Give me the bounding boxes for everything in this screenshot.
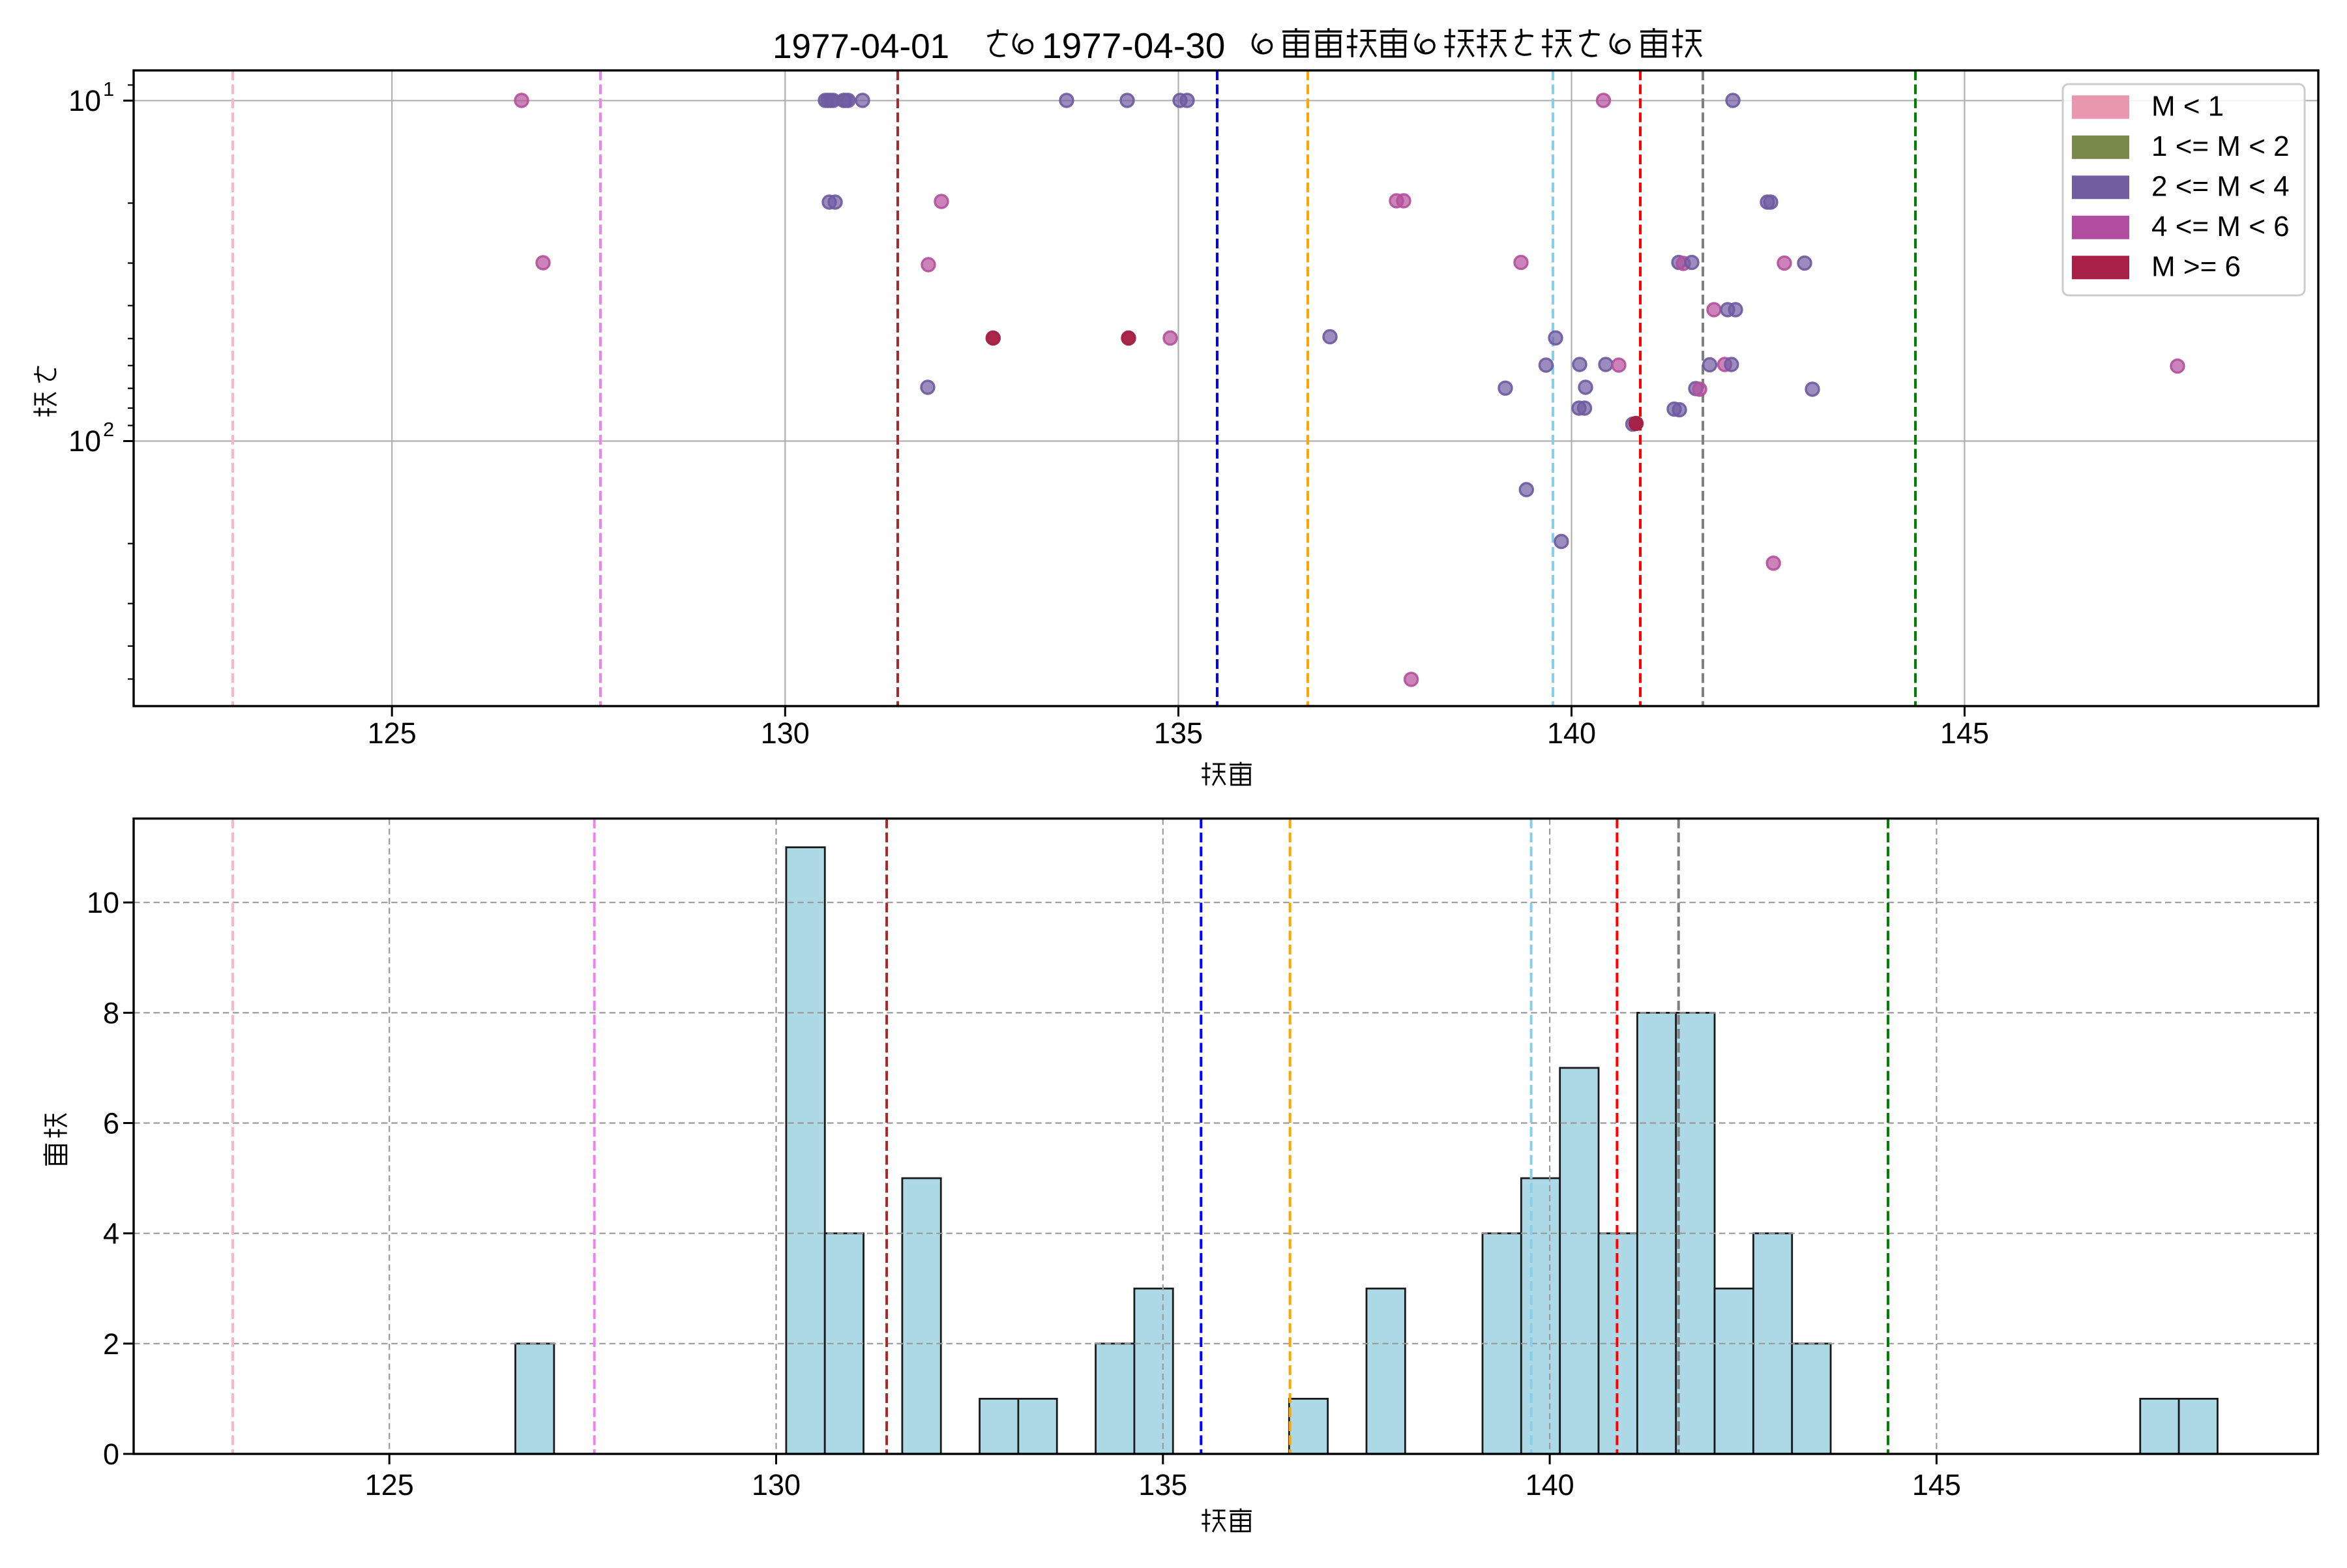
svg-text:2 <= M < 4: 2 <= M < 4: [2151, 170, 2290, 202]
svg-text:4 <= M < 6: 4 <= M < 6: [2151, 211, 2290, 243]
svg-text:140: 140: [1526, 1468, 1574, 1501]
svg-text:M >= 6: M >= 6: [2151, 250, 2241, 282]
svg-text:1977-04-01: 1977-04-01: [773, 27, 949, 66]
svg-text:145: 145: [1912, 1468, 1961, 1501]
svg-text:8: 8: [103, 996, 119, 1029]
svg-text:1977-04-30: 1977-04-30: [1042, 25, 1225, 66]
svg-text:125: 125: [365, 1468, 414, 1501]
svg-text:140: 140: [1547, 717, 1596, 750]
svg-text:10: 10: [87, 886, 119, 919]
svg-text:6: 6: [103, 1107, 119, 1140]
svg-text:125: 125: [368, 717, 417, 750]
svg-text:130: 130: [761, 717, 810, 750]
svg-text:1 <= M < 2: 1 <= M < 2: [2151, 130, 2290, 162]
svg-text:145: 145: [1940, 717, 1989, 750]
svg-text:2: 2: [103, 418, 114, 441]
svg-text:1: 1: [103, 78, 114, 100]
svg-text:0: 0: [103, 1438, 119, 1471]
svg-text:4: 4: [103, 1217, 119, 1250]
svg-text:M < 1: M < 1: [2151, 90, 2224, 122]
svg-text:135: 135: [1138, 1468, 1187, 1501]
svg-text:130: 130: [752, 1468, 801, 1501]
svg-text:135: 135: [1154, 717, 1203, 750]
svg-text:10: 10: [68, 84, 101, 117]
svg-text:10: 10: [68, 424, 101, 458]
svg-text:2: 2: [103, 1327, 119, 1361]
